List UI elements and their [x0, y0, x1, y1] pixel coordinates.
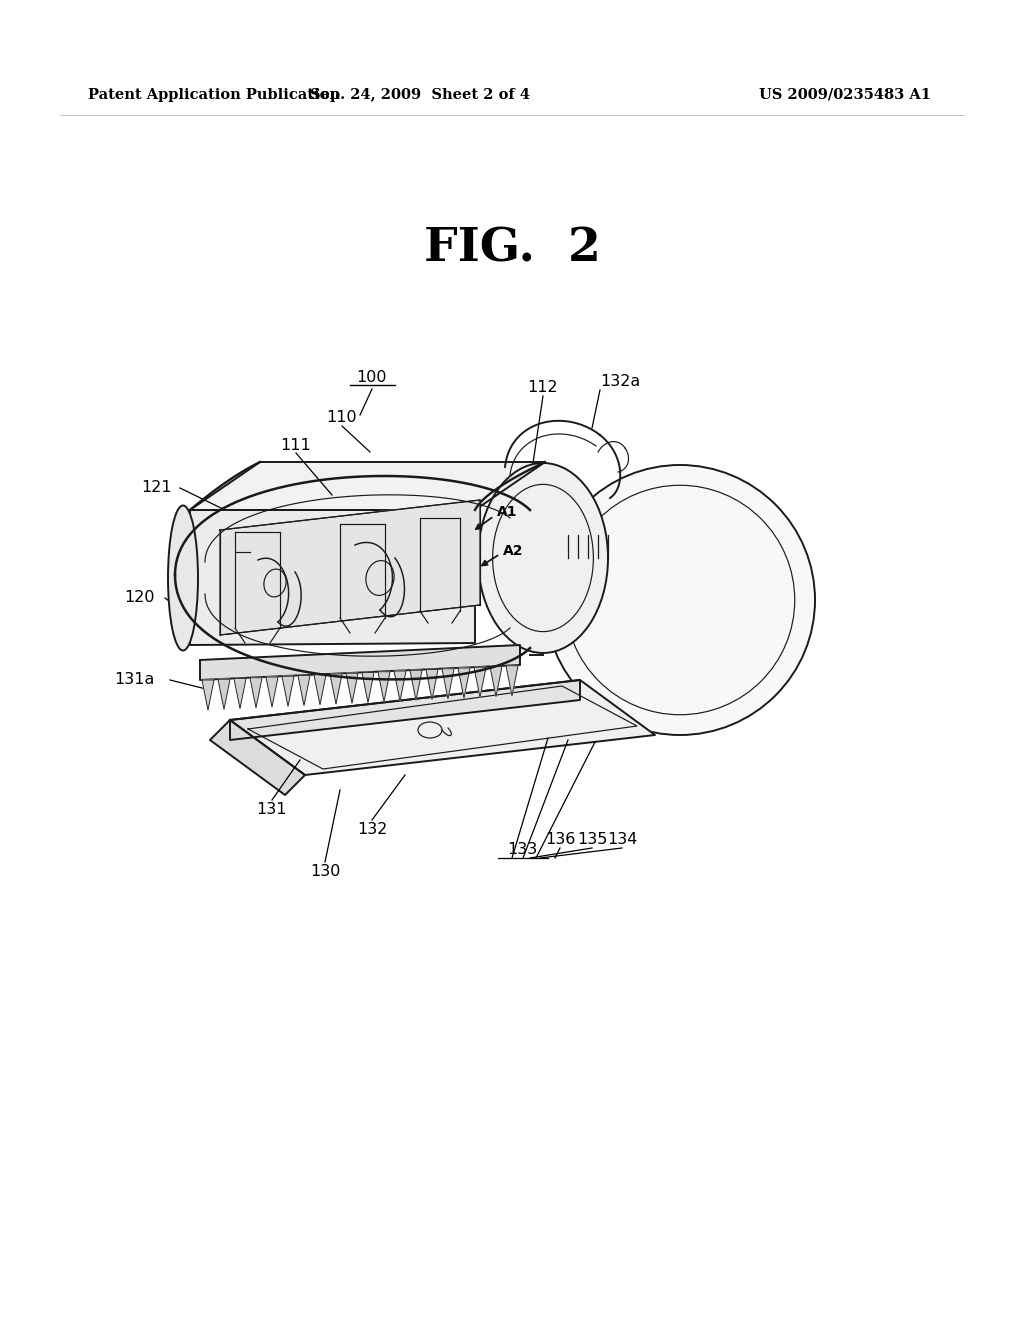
Text: 134: 134: [607, 833, 637, 847]
Polygon shape: [442, 669, 454, 698]
Text: Patent Application Publication: Patent Application Publication: [88, 88, 340, 102]
Polygon shape: [190, 462, 545, 510]
Text: 132a: 132a: [600, 375, 640, 389]
Polygon shape: [474, 667, 486, 697]
Text: Sep. 24, 2009  Sheet 2 of 4: Sep. 24, 2009 Sheet 2 of 4: [310, 88, 530, 102]
Polygon shape: [314, 675, 326, 705]
Polygon shape: [490, 667, 502, 697]
Ellipse shape: [545, 465, 815, 735]
Polygon shape: [282, 676, 294, 706]
Text: 100: 100: [356, 371, 387, 385]
Polygon shape: [230, 680, 580, 741]
Polygon shape: [202, 680, 214, 710]
Polygon shape: [506, 665, 518, 696]
Polygon shape: [426, 669, 438, 700]
Text: 133: 133: [507, 842, 538, 858]
Text: 131a: 131a: [115, 672, 155, 688]
Text: 135: 135: [577, 833, 607, 847]
Text: A2: A2: [503, 544, 523, 558]
Text: FIG.  2: FIG. 2: [424, 224, 600, 271]
Polygon shape: [230, 680, 655, 775]
Polygon shape: [200, 645, 520, 680]
Polygon shape: [410, 671, 422, 700]
Polygon shape: [362, 672, 374, 702]
Polygon shape: [234, 678, 246, 709]
Polygon shape: [378, 672, 390, 702]
Polygon shape: [190, 510, 475, 645]
Text: A1: A1: [497, 506, 517, 519]
Text: 110: 110: [327, 411, 357, 425]
Text: 120: 120: [125, 590, 155, 606]
Polygon shape: [330, 675, 342, 704]
Polygon shape: [210, 719, 305, 795]
Text: 136: 136: [545, 833, 575, 847]
Text: 132: 132: [356, 822, 387, 837]
Polygon shape: [218, 680, 230, 709]
Polygon shape: [458, 668, 470, 698]
Polygon shape: [266, 677, 278, 708]
Polygon shape: [394, 671, 406, 701]
Ellipse shape: [168, 506, 198, 651]
Ellipse shape: [478, 463, 608, 653]
Polygon shape: [298, 676, 310, 705]
Text: 130: 130: [310, 865, 340, 879]
Polygon shape: [250, 677, 262, 708]
Text: 131: 131: [257, 803, 288, 817]
Polygon shape: [346, 673, 358, 704]
Text: US 2009/0235483 A1: US 2009/0235483 A1: [759, 88, 931, 102]
Text: 111: 111: [281, 437, 311, 453]
Text: 121: 121: [141, 480, 172, 495]
Text: 112: 112: [527, 380, 558, 396]
Polygon shape: [220, 500, 480, 635]
